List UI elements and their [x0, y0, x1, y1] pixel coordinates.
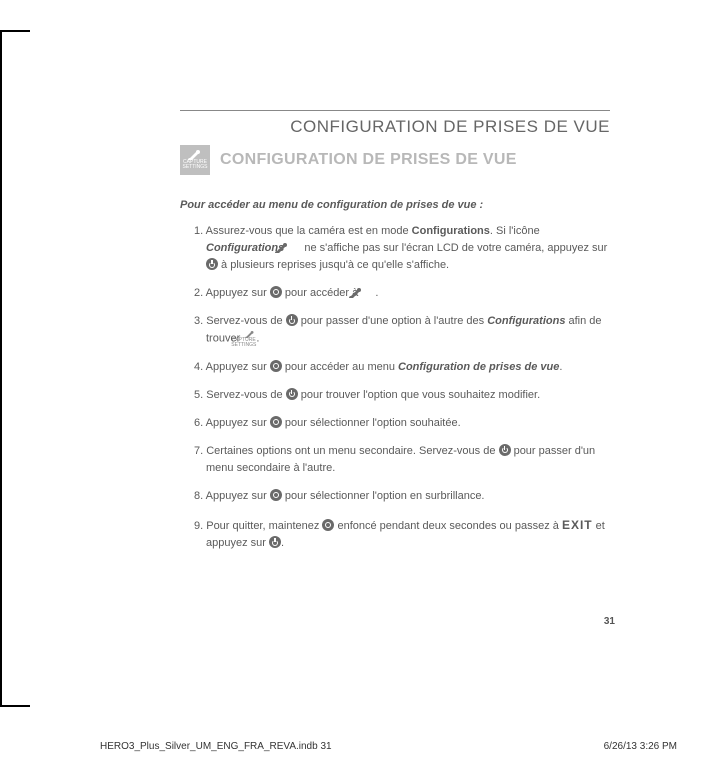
- text: 7. Certaines options ont un menu seconda…: [194, 445, 499, 457]
- content-block: CONFIGURATION DE PRISES DE VUE CAPTURE S…: [180, 110, 610, 563]
- step-5: 5. Servez-vous de pour trouver l'option …: [194, 387, 610, 404]
- text: 9. Pour quitter, maintenez: [194, 520, 322, 532]
- text: .: [559, 361, 562, 373]
- text: .: [281, 537, 284, 549]
- step-3: 3. Servez-vous de pour passer d'une opti…: [194, 313, 610, 348]
- power-button-icon: [286, 314, 298, 326]
- text: pour passer d'une option à l'autre des: [298, 315, 488, 327]
- shutter-button-icon: [270, 489, 282, 501]
- power-button-icon: [286, 388, 298, 400]
- text: .: [256, 333, 259, 345]
- text: à plusieurs reprises jusqu'à ce qu'elle …: [218, 259, 449, 271]
- text: pour trouver l'option que vous souhaitez…: [298, 389, 540, 401]
- text: 4. Appuyez sur: [194, 361, 270, 373]
- wrench-icon: [287, 242, 301, 252]
- crop-mark: [0, 705, 30, 707]
- intro-text: Pour accéder au menu de configuration de…: [180, 199, 610, 211]
- text: 8. Appuyez sur: [194, 490, 270, 502]
- manual-page: CONFIGURATION DE PRISES DE VUE CAPTURE S…: [100, 0, 685, 705]
- step-8: 8. Appuyez sur pour sélectionner l'optio…: [194, 488, 610, 505]
- text: pour sélectionner l'option en surbrillan…: [282, 490, 485, 502]
- step-2: 2. Appuyez sur pour accéder à .: [194, 285, 610, 302]
- shutter-button-icon: [270, 286, 282, 298]
- header-rule: [180, 110, 610, 111]
- steps-list: 1. Assurez-vous que la caméra est en mod…: [180, 223, 610, 552]
- section-title: CONFIGURATION DE PRISES DE VUE: [220, 151, 517, 169]
- power-button-icon: [206, 258, 218, 270]
- wrench-icon: [361, 287, 375, 297]
- text: 3. Servez-vous de: [194, 315, 286, 327]
- capture-settings-icon: CAPTURE SETTINGS: [180, 145, 210, 175]
- step-6: 6. Appuyez sur pour sélectionner l'optio…: [194, 415, 610, 432]
- badge-label-2: SETTINGS: [182, 165, 207, 170]
- shutter-button-icon: [322, 519, 334, 531]
- capture-settings-mini-icon: CAPTURESETTINGS: [243, 331, 256, 348]
- bold-italic-text: Configurations: [206, 242, 284, 254]
- print-footer: HERO3_Plus_Silver_UM_ENG_FRA_REVA.indb 3…: [100, 741, 685, 752]
- step-1: 1. Assurez-vous que la caméra est en mod…: [194, 223, 610, 274]
- text: .: [375, 287, 378, 299]
- exit-label: EXIT: [562, 518, 593, 532]
- text: ne s'affiche pas sur l'écran LCD de votr…: [301, 242, 607, 254]
- mini-label: SETTINGS: [243, 343, 256, 348]
- shutter-button-icon: [270, 416, 282, 428]
- step-4: 4. Appuyez sur pour accéder au menu Conf…: [194, 359, 610, 376]
- bold-italic-text: Configurations: [487, 315, 565, 327]
- bold-italic-text: Configuration de prises de vue: [398, 361, 559, 373]
- bold-text: Configurations: [412, 225, 490, 237]
- page-title: CONFIGURATION DE PRISES DE VUE: [180, 117, 610, 137]
- text: 6. Appuyez sur: [194, 417, 270, 429]
- power-button-icon: [499, 444, 511, 456]
- section-header: CAPTURE SETTINGS CONFIGURATION DE PRISES…: [180, 145, 610, 175]
- page-number: 31: [604, 616, 615, 627]
- power-button-icon: [269, 536, 281, 548]
- text: 5. Servez-vous de: [194, 389, 286, 401]
- step-7: 7. Certaines options ont un menu seconda…: [194, 443, 610, 477]
- text: pour sélectionner l'option souhaitée.: [282, 417, 461, 429]
- text: 2. Appuyez sur: [194, 287, 270, 299]
- footer-filename: HERO3_Plus_Silver_UM_ENG_FRA_REVA.indb 3…: [100, 741, 332, 752]
- text: 1. Assurez-vous que la caméra est en mod…: [194, 225, 412, 237]
- crop-mark: [0, 30, 30, 32]
- text: pour accéder au menu: [282, 361, 398, 373]
- footer-timestamp: 6/26/13 3:26 PM: [604, 741, 677, 752]
- step-9: 9. Pour quitter, maintenez enfoncé penda…: [194, 516, 610, 552]
- shutter-button-icon: [270, 360, 282, 372]
- text: . Si l'icône: [490, 225, 540, 237]
- crop-mark: [0, 30, 2, 705]
- text: enfoncé pendant deux secondes ou passez …: [334, 520, 562, 532]
